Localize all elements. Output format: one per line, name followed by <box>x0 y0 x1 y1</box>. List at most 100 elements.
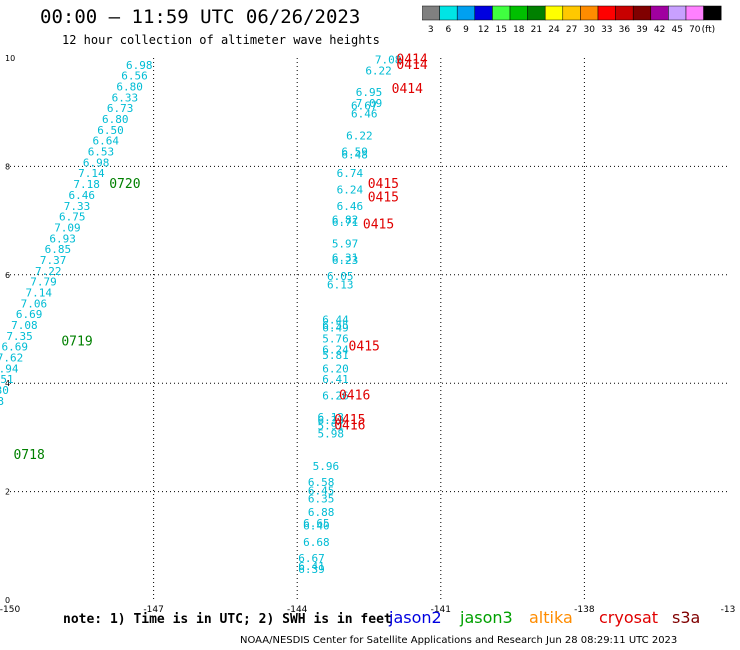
legend-label: 9 <box>463 25 469 35</box>
x-tick-label: -150 <box>0 605 20 615</box>
wave-height-value: 6.67 <box>351 99 378 112</box>
legend-label: 27 <box>566 25 577 35</box>
legend-label: 45 <box>671 25 682 35</box>
wave-height-value: 6.33 <box>317 414 344 427</box>
legend-label: 12 <box>478 25 489 35</box>
wave-height-value: 6.26 <box>322 389 349 402</box>
wave-height-value: 6.46 <box>337 200 364 213</box>
wave-height-value: 6.05 <box>327 270 354 283</box>
x-tick-label: -13 <box>721 605 736 615</box>
satellite-label-jason2: jason2 <box>389 608 442 627</box>
wave-height-value: 6.95 <box>356 86 383 99</box>
wave-height-value: 6.56 <box>121 70 148 83</box>
satellite-label-s3a: s3a <box>672 608 701 627</box>
time-label: 0416 <box>339 388 370 403</box>
wave-height-value: 6.31 <box>332 251 359 264</box>
wave-height-value: 6.41 <box>322 373 349 386</box>
wave-height-value: 5.91 <box>317 419 344 432</box>
wave-height-value: 6.40 <box>303 520 330 533</box>
wave-height-value: 6.71 <box>332 216 359 229</box>
x-tick-label: -141 <box>431 605 451 615</box>
satellite-label-altika: altika <box>529 608 573 627</box>
legend-label: 36 <box>619 25 631 35</box>
time-label: 0415 <box>334 413 365 428</box>
wave-height-value: 6.67 <box>298 552 325 565</box>
wave-height-value: 7.79 <box>30 276 57 289</box>
satellite-label-jason3: jason3 <box>460 608 513 627</box>
legend-label: 3 <box>428 25 434 35</box>
wave-height-value: 6.22 <box>346 129 373 142</box>
wave-height-value: 6.44 <box>322 314 349 327</box>
wave-height-value: 6.65 <box>303 517 330 530</box>
wave-height-value: 6.39 <box>298 563 325 576</box>
wave-height-value: 7.13 <box>0 395 4 408</box>
wave-height-value: 6.64 <box>92 135 119 148</box>
wave-height-value: 6.68 <box>303 536 330 549</box>
wave-height-value: 6.23 <box>332 254 359 267</box>
y-tick-label: 2 <box>5 488 10 497</box>
wave-height-value: 6.13 <box>317 411 344 424</box>
wave-height-value: 6.45 <box>308 484 335 497</box>
wave-height-value: 7.06 <box>21 297 48 310</box>
wave-height-value: 7.22 <box>35 265 62 278</box>
wave-height-value: 6.53 <box>88 146 115 159</box>
time-label: 0719 <box>61 334 92 349</box>
wave-height-value: 6.58 <box>308 476 335 489</box>
wave-height-value: 6.69 <box>2 341 29 354</box>
wave-height-value: 6.74 <box>337 167 364 180</box>
legend-label: 6 <box>446 25 452 35</box>
y-tick-label: 4 <box>5 379 10 388</box>
wave-height-value: 6.46 <box>69 189 96 202</box>
wave-height-value: 6.98 <box>83 156 110 169</box>
wave-height-value: 7.18 <box>73 178 100 191</box>
y-tick-label: 6 <box>5 271 10 280</box>
data-points: 6.986.566.806.336.736.806.506.646.536.98… <box>0 52 428 575</box>
legend-label: 70 <box>689 25 701 35</box>
wave-height-value: 6.24 <box>322 343 349 356</box>
wave-height-value: 6.20 <box>322 362 349 375</box>
wave-height-value: 6.41 <box>298 560 325 573</box>
wave-height-value: 6.35 <box>308 492 335 505</box>
legend-unit: (ft) <box>702 25 716 35</box>
wave-height-value: 6.94 <box>0 362 19 375</box>
legend-swatch <box>703 5 722 21</box>
wave-height-value: 6.48 <box>341 148 368 161</box>
wave-height-value: 7.30 <box>0 384 9 397</box>
x-tick-label: -144 <box>287 605 308 615</box>
wave-height-value: 7.09 <box>54 221 81 234</box>
y-tick-label: 10 <box>5 54 15 63</box>
wave-height-value: 5.76 <box>322 333 349 346</box>
time-label: 0720 <box>109 177 140 192</box>
time-label: 0414 <box>396 58 427 73</box>
legend-label: 30 <box>583 25 595 35</box>
wave-height-value: 6.55 <box>322 319 349 332</box>
wave-height-value: 7.35 <box>6 330 33 343</box>
legend-label: 21 <box>531 25 542 35</box>
time-label: 0415 <box>349 340 380 355</box>
time-label: 0415 <box>363 218 394 233</box>
time-label: 0718 <box>13 448 44 463</box>
satellite-label-cryosat: cryosat <box>599 608 659 627</box>
page-subtitle: 12 hour collection of altimeter wave hei… <box>62 33 380 47</box>
legend-label: 18 <box>513 25 525 35</box>
wave-height-value: 6.50 <box>97 124 124 137</box>
wave-height-value: 6.93 <box>49 232 76 245</box>
x-tick-label: -138 <box>574 605 595 615</box>
wave-height-value: 6.73 <box>107 102 134 115</box>
wave-height-value: 6.33 <box>112 91 139 104</box>
time-label: 0415 <box>368 177 399 192</box>
wave-height-value: 7.14 <box>78 167 105 180</box>
y-tick-label: 0 <box>5 596 10 605</box>
wave-height-value: 6.13 <box>327 278 354 291</box>
wave-height-value: 5.96 <box>313 460 340 473</box>
page-title: 00:00 – 11:59 UTC 06/26/2023 <box>40 6 361 28</box>
wave-height-value: 6.82 <box>332 213 359 226</box>
wave-height-value: 7.33 <box>64 200 91 213</box>
wave-height-value: 5.81 <box>322 349 349 362</box>
time-label: 0414 <box>396 52 427 67</box>
time-label: 0414 <box>392 82 423 97</box>
wave-height-value: 6.88 <box>308 506 335 519</box>
time-label: 0415 <box>368 191 399 206</box>
wave-height-value: 6.46 <box>351 108 378 121</box>
